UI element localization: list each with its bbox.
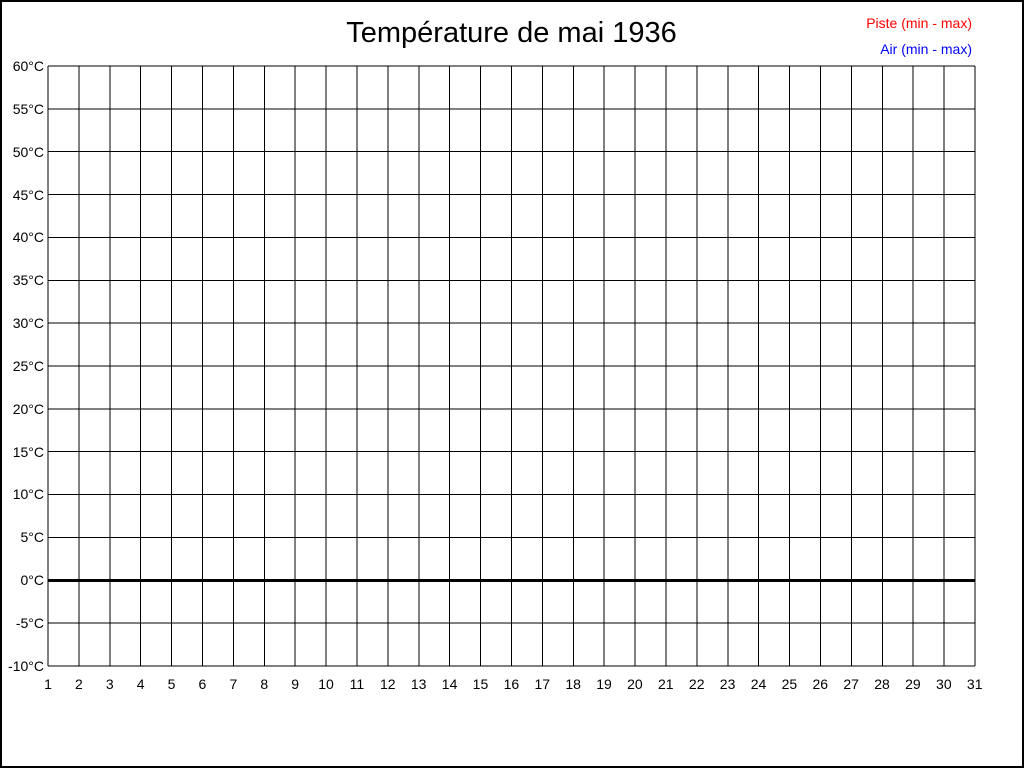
x-tick-label: 31 — [966, 676, 983, 692]
y-tick-label: -10°C — [8, 657, 44, 674]
x-tick-label: 21 — [658, 676, 674, 692]
x-tick-label: 29 — [905, 676, 921, 692]
x-tick-label: 6 — [198, 676, 207, 692]
x-tick-label: 8 — [260, 676, 269, 692]
x-tick-label: 5 — [167, 676, 176, 692]
x-tick-label: 18 — [565, 676, 581, 692]
chart-title: Température de mai 1936 — [346, 17, 677, 49]
grid — [47, 65, 976, 667]
x-tick-label: 22 — [688, 676, 705, 692]
y-axis: 60°C 55°C 50°C 45°C 40°C 35°C 30°C 25°C 20°C 15°C… — [2, 58, 44, 674]
x-tick-label: 19 — [596, 676, 612, 692]
x-tick-label: 9 — [291, 676, 300, 692]
x-tick-label: 23 — [719, 676, 736, 692]
x-tick-label: 28 — [874, 676, 890, 692]
y-tick-label: -5°C — [15, 614, 44, 631]
legend-entry-piste: Piste (min - max) — [866, 15, 972, 31]
x-tick-label: 27 — [843, 676, 859, 692]
y-tick-label: 60°C — [12, 58, 44, 74]
x-tick-label: 7 — [229, 676, 238, 692]
legend: Piste (min - max) Air (min - max) — [866, 10, 972, 62]
x-tick-label: 15 — [472, 676, 489, 692]
y-tick-label: 25°C — [12, 357, 44, 374]
x-tick-label: 10 — [318, 676, 334, 692]
y-tick-label: 45°C — [12, 186, 44, 203]
y-tick-label: 0°C — [20, 572, 45, 589]
x-tick-label: 14 — [441, 676, 458, 692]
y-tick-label: 35°C — [12, 272, 44, 289]
plot-area — [47, 65, 976, 667]
y-tick-label: 20°C — [12, 400, 44, 417]
x-tick-label: 17 — [534, 676, 551, 692]
y-tick-label: 50°C — [12, 143, 44, 160]
x-tick-label: 2 — [74, 676, 83, 692]
y-tick-label: 10°C — [12, 486, 44, 503]
y-tick-label: 5°C — [20, 529, 45, 546]
x-tick-label: 13 — [410, 676, 427, 692]
x-tick-label: 25 — [781, 676, 798, 692]
y-tick-label: 15°C — [12, 443, 44, 460]
x-tick-label: 1 — [44, 676, 52, 692]
x-tick-label: 26 — [812, 676, 829, 692]
y-tick-label: 40°C — [12, 229, 44, 246]
y-tick-label: 55°C — [12, 100, 44, 117]
x-tick-label: 16 — [503, 676, 520, 692]
x-tick-label: 3 — [105, 676, 114, 692]
legend-entry-air: Air (min - max) — [880, 41, 972, 57]
x-tick-label: 20 — [627, 676, 643, 692]
x-tick-label: 30 — [936, 676, 952, 692]
y-tick-label: 30°C — [12, 315, 44, 332]
x-tick-label: 24 — [750, 676, 767, 692]
x-tick-label: 12 — [380, 676, 396, 692]
x-axis: 1 2 3 4 5 6 7 8 9 10 11 12 13 14 15 16 17 18 19 20 21 22 23 24 2… — [33, 676, 990, 692]
x-tick-label: 11 — [349, 676, 365, 692]
x-tick-label: 4 — [136, 676, 145, 692]
